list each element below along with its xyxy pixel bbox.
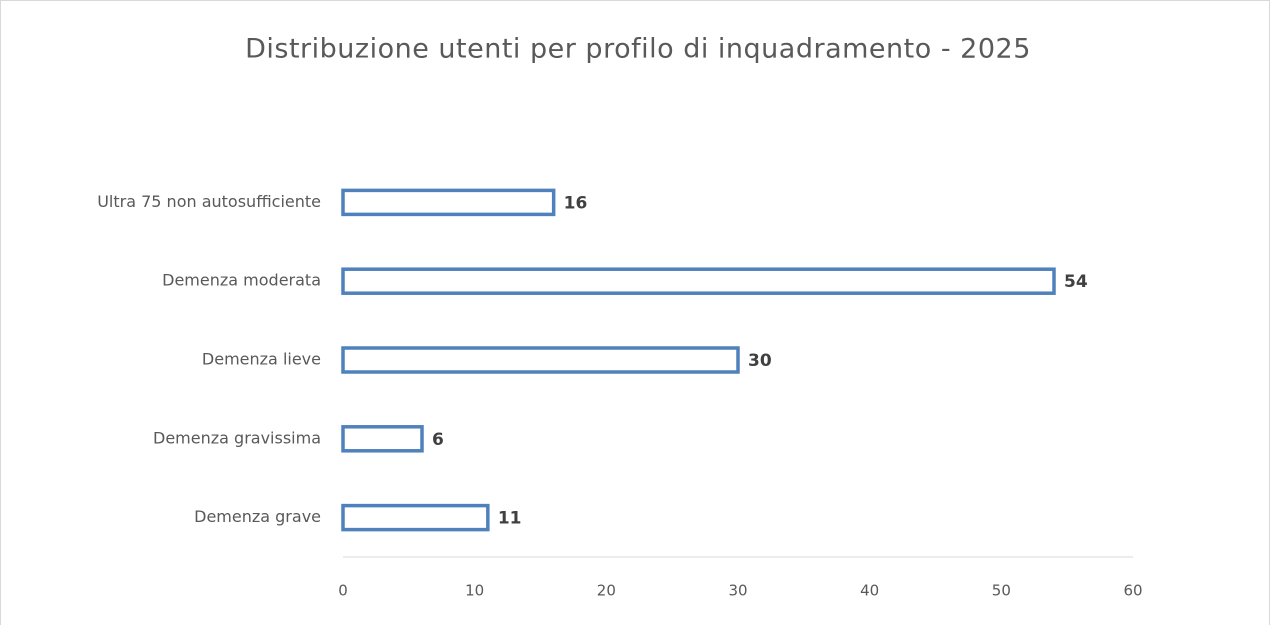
bar <box>341 346 740 374</box>
x-tick-label: 30 <box>728 582 747 600</box>
y-tick-label: Ultra 75 non autosufficiente <box>97 192 321 211</box>
x-tick-label: 50 <box>992 582 1011 600</box>
bar <box>341 267 1056 295</box>
bar <box>341 425 424 453</box>
value-label: 16 <box>564 193 588 213</box>
x-tick-label: 10 <box>465 582 484 600</box>
x-tick-label: 20 <box>597 582 616 600</box>
bar <box>341 503 490 532</box>
value-label: 6 <box>432 430 444 450</box>
x-tick-label: 0 <box>338 582 348 600</box>
x-tick-label: 40 <box>860 582 879 600</box>
value-label: 54 <box>1064 272 1088 292</box>
y-tick-label: Demenza lieve <box>202 350 321 369</box>
value-label: 30 <box>748 351 772 371</box>
y-tick-label: Demenza gravissima <box>153 428 321 447</box>
x-tick-label: 60 <box>1123 582 1142 600</box>
bar <box>341 188 556 217</box>
y-tick-label: Demenza moderata <box>162 271 321 290</box>
chart-title: Distribuzione utenti per profilo di inqu… <box>245 34 1031 65</box>
y-tick-label: Demenza grave <box>194 507 321 526</box>
value-label: 11 <box>498 509 522 529</box>
